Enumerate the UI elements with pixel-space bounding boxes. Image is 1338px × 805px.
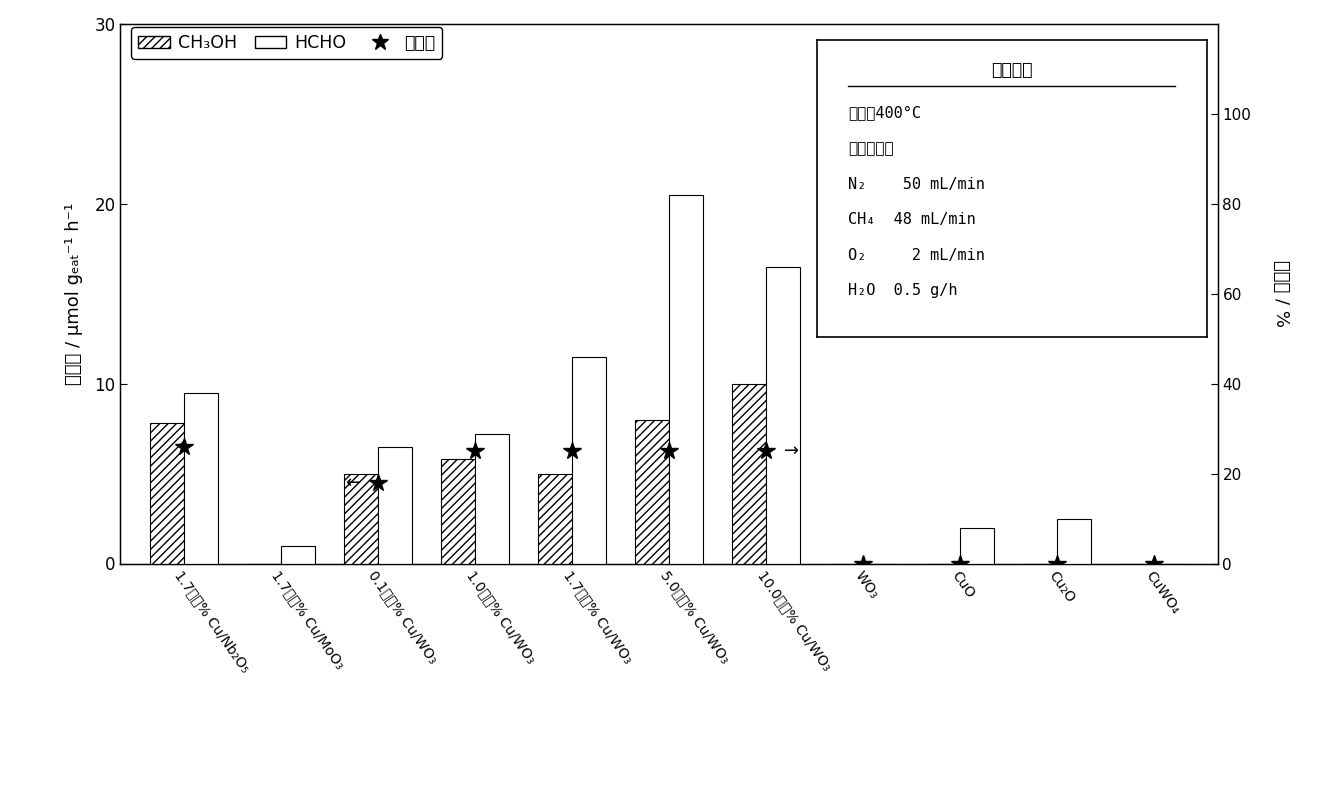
Y-axis label: 選択率 / %: 選択率 / % xyxy=(1272,260,1290,328)
Bar xyxy=(669,195,702,564)
Bar xyxy=(571,357,606,564)
Bar xyxy=(767,266,800,564)
Bar xyxy=(281,546,314,564)
Bar xyxy=(344,473,377,564)
Bar xyxy=(1057,518,1092,563)
Bar xyxy=(538,473,571,564)
Bar xyxy=(475,434,508,564)
Bar xyxy=(732,384,767,564)
Text: →: → xyxy=(784,442,799,460)
Bar xyxy=(961,527,994,563)
Y-axis label: 生成量 / μmol gₑₐₜ⁻¹ h⁻¹: 生成量 / μmol gₑₐₜ⁻¹ h⁻¹ xyxy=(66,203,83,385)
Bar xyxy=(183,393,218,564)
Bar xyxy=(636,419,669,564)
Bar xyxy=(440,459,475,564)
Text: ←: ← xyxy=(345,473,360,492)
Legend: CH₃OH, HCHO, 選択率: CH₃OH, HCHO, 選択率 xyxy=(131,27,442,59)
Bar xyxy=(377,447,412,564)
Bar xyxy=(150,423,183,564)
